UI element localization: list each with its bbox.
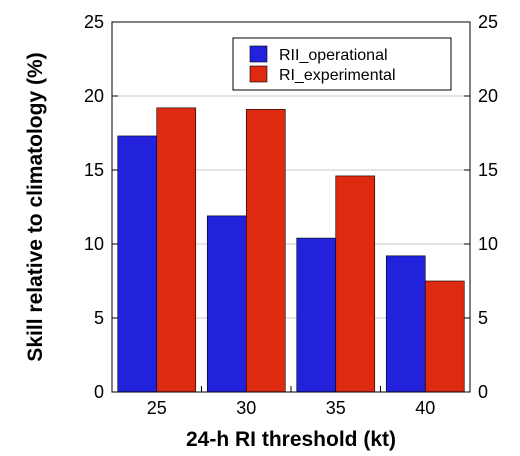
y-axis-right: 0 5 10 15 20 25 bbox=[464, 12, 498, 402]
x-tick-label: 35 bbox=[326, 398, 346, 418]
legend-label-RI_experimental: RI_experimental bbox=[279, 67, 396, 84]
x-tick-label: 40 bbox=[415, 398, 435, 418]
bar-RI_experimental-35 bbox=[335, 175, 376, 393]
bar-RI_experimental-25 bbox=[156, 107, 197, 393]
x-axis-title: 24-h RI threshold (kt) bbox=[186, 428, 396, 451]
legend-swatch-RII_operational bbox=[249, 45, 268, 63]
y-tick-label-right: 0 bbox=[478, 382, 488, 402]
bar-RII_operational-35 bbox=[296, 237, 337, 393]
legend-label-RII_operational: RII_operational bbox=[279, 47, 388, 64]
bar-RI_experimental-40 bbox=[424, 280, 465, 393]
y-tick-label-right: 10 bbox=[478, 234, 498, 254]
legend-box bbox=[232, 37, 452, 91]
y-tick-label-right: 5 bbox=[478, 308, 488, 328]
bars bbox=[117, 107, 465, 393]
legend-swatch-RI_experimental bbox=[249, 65, 268, 83]
x-tick-label: 30 bbox=[236, 398, 256, 418]
y-tick-label-right: 25 bbox=[478, 12, 498, 32]
y-tick-label: 20 bbox=[84, 86, 104, 106]
y-tick-label-right: 20 bbox=[478, 86, 498, 106]
y-tick-label: 5 bbox=[94, 308, 104, 328]
y-axis-title: Skill relative to climatology (%) bbox=[24, 52, 47, 361]
y-tick-label: 25 bbox=[84, 12, 104, 32]
y-tick-label: 0 bbox=[94, 382, 104, 402]
bar-RI_experimental-30 bbox=[245, 109, 286, 393]
legend: RII_operational RI_experimental bbox=[232, 37, 452, 91]
bar-RII_operational-30 bbox=[206, 215, 247, 393]
y-axis-left: 0 5 10 15 20 25 bbox=[84, 12, 118, 402]
y-tick-label: 10 bbox=[84, 234, 104, 254]
bar-RII_operational-25 bbox=[117, 135, 158, 393]
x-axis: 25 30 35 40 bbox=[147, 386, 435, 418]
y-tick-label-right: 15 bbox=[478, 160, 498, 180]
x-tick-label: 25 bbox=[147, 398, 167, 418]
y-tick-label: 15 bbox=[84, 160, 104, 180]
bar-RII_operational-40 bbox=[385, 255, 426, 393]
